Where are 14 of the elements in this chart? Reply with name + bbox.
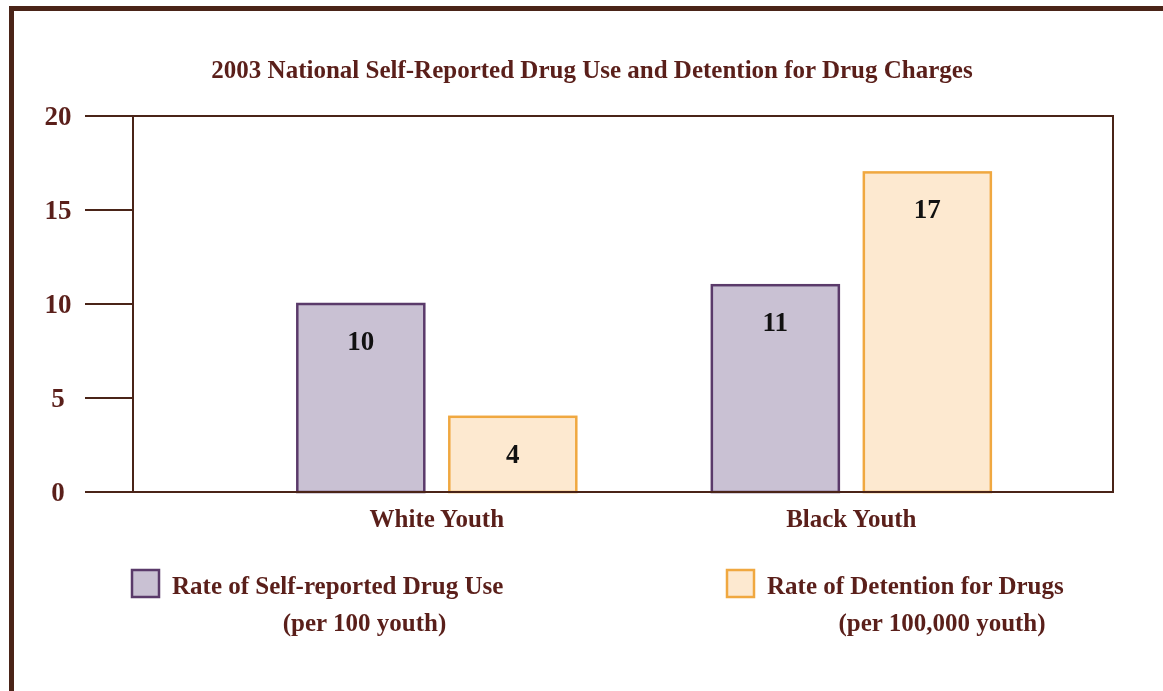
data-label: 4 (506, 438, 520, 469)
y-tick-label: 20 (44, 101, 72, 131)
chart-title: 2003 National Self-Reported Drug Use and Detention for Drug Charges (211, 56, 973, 83)
y-tick-label: 15 (44, 195, 72, 225)
data-label: 11 (762, 307, 789, 338)
y-tick-label: 10 (44, 289, 72, 319)
y-tick-label: 0 (51, 477, 65, 507)
legend-label: Rate of Detention for Drugs (per 100,000 youth) (767, 572, 1064, 637)
data-label: 10 (347, 326, 375, 356)
x-tick-label: White Youth (369, 505, 505, 532)
y-tick-label: 5 (51, 383, 65, 413)
data-label: 17 (913, 194, 941, 225)
x-tick-label: Black Youth (786, 505, 917, 532)
legend-label: Rate of Self-reported Drug Use (per 100 youth) (172, 572, 504, 637)
